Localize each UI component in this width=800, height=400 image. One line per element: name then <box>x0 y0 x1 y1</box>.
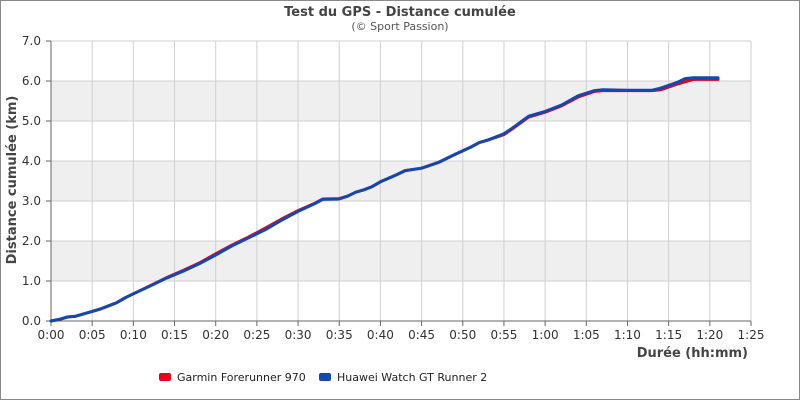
x-tick-label: 0:55 <box>490 328 517 342</box>
plot-band <box>51 241 751 281</box>
plot-band <box>51 81 751 121</box>
x-tick-label: 0:25 <box>243 328 270 342</box>
x-tick-label: 0:40 <box>367 328 394 342</box>
x-tick-label: 1:15 <box>655 328 682 342</box>
plot-band <box>51 281 751 321</box>
plot-grid <box>50 40 752 322</box>
y-tick-label: 1.0 <box>22 274 41 288</box>
x-tick-label: 0:30 <box>285 328 312 342</box>
x-tick-label: 1:20 <box>696 328 723 342</box>
y-axis: 0.0 1.0 2.0 3.0 4.0 5.0 6.0 7.0 <box>22 34 52 328</box>
legend-swatch <box>159 373 171 381</box>
x-tick-label: 0:50 <box>449 328 476 342</box>
plot-band <box>51 201 751 241</box>
y-tick-label: 6.0 <box>22 74 41 88</box>
series-layer <box>49 76 720 323</box>
plot-band <box>51 161 751 201</box>
x-tick-label: 0:10 <box>120 328 147 342</box>
x-axis-title: Durée (hh:mm) <box>637 346 748 361</box>
chart-subtitle: (© Sport Passion) <box>351 20 448 33</box>
legend-label: Garmin Forerunner 970 <box>177 371 306 384</box>
y-tick-label: 7.0 <box>22 34 41 48</box>
chart-title: Test du GPS - Distance cumulée <box>284 5 516 20</box>
x-tick-label: 1:25 <box>738 328 765 342</box>
plot-band <box>51 41 751 81</box>
plot-band <box>51 121 751 161</box>
x-tick-label: 1:05 <box>573 328 600 342</box>
legend-label: Huawei Watch GT Runner 2 <box>337 371 487 384</box>
x-axis: 0:00 0:05 0:10 0:15 0:20 0:25 0:30 0:35 0:40 0:45… <box>38 320 765 342</box>
legend-swatch <box>319 373 331 381</box>
y-tick-label: 5.0 <box>22 114 41 128</box>
y-tick-label: 0.0 <box>22 314 41 328</box>
legend: Garmin Forerunner 970 Huawei Watch GT Run… <box>159 371 487 384</box>
series-line-huawei <box>49 76 720 323</box>
x-tick-label: 0:20 <box>202 328 229 342</box>
y-tick-label: 2.0 <box>22 234 41 248</box>
x-tick-label: 1:00 <box>532 328 559 342</box>
x-tick-label: 1:10 <box>614 328 641 342</box>
y-axis-title: Distance cumulée (km) <box>5 96 20 265</box>
plot-background-bands <box>51 41 751 321</box>
x-tick-label: 0:00 <box>38 328 65 342</box>
x-tick-label: 0:15 <box>161 328 188 342</box>
y-tick-label: 4.0 <box>22 154 41 168</box>
x-tick-label: 0:35 <box>326 328 353 342</box>
x-tick-label: 0:05 <box>79 328 106 342</box>
x-tick-label: 0:45 <box>408 328 435 342</box>
y-tick-label: 3.0 <box>22 194 41 208</box>
